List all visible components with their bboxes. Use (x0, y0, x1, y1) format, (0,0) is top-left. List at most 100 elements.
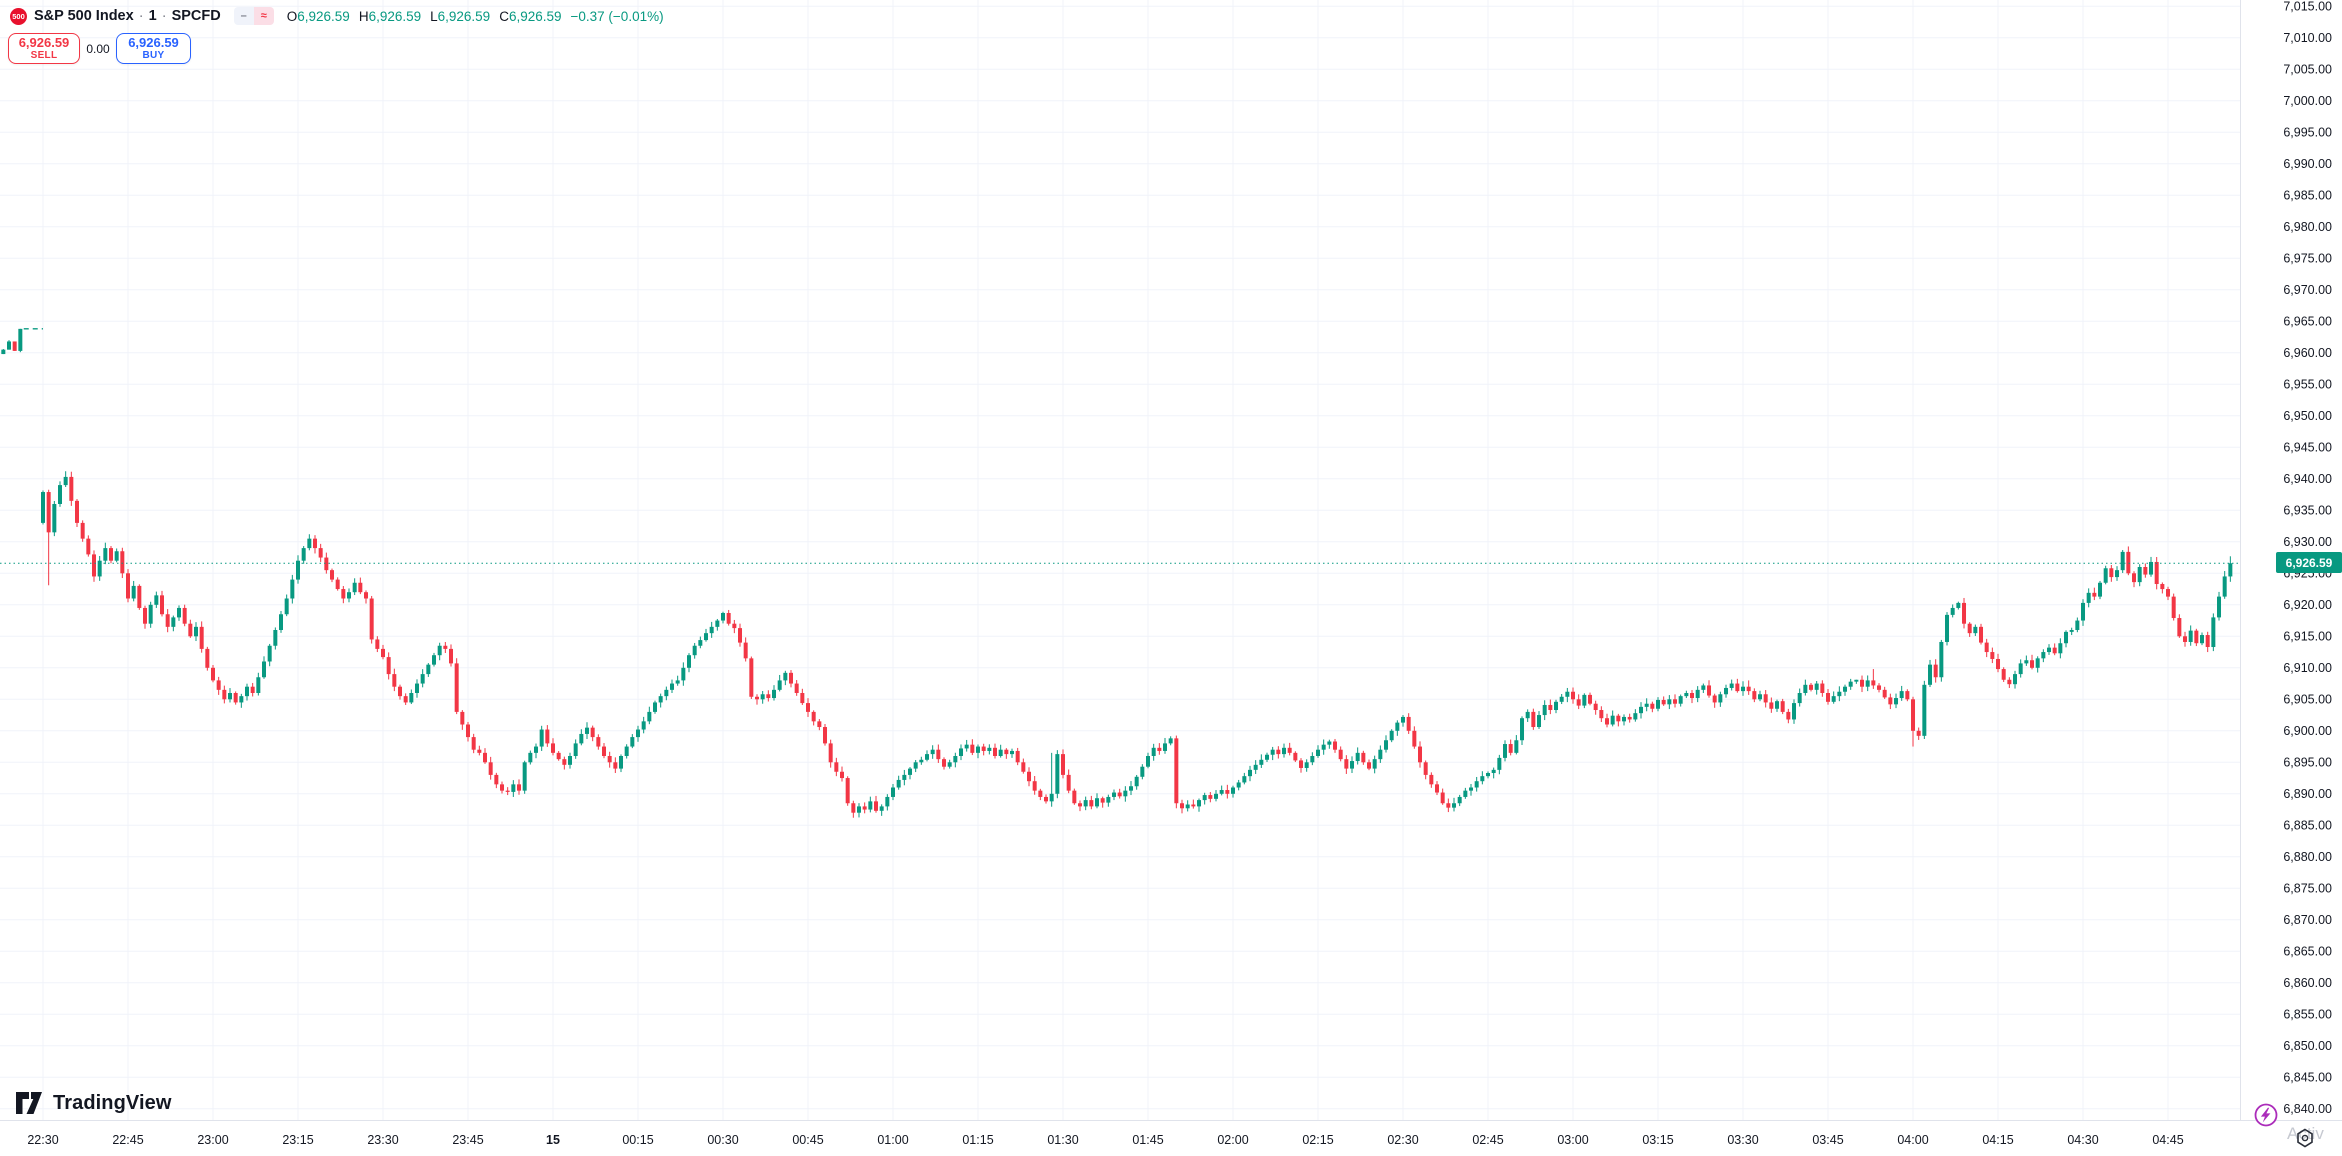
candle-body (114, 551, 119, 561)
candle-body (562, 759, 567, 765)
symbol-title[interactable]: S&P 500 Index · 1 · SPCFD (34, 8, 221, 24)
candle-body (1004, 749, 1009, 755)
price-axis-label: 6,875.00 (2283, 882, 2332, 896)
candle-body (919, 759, 924, 763)
candle-body (1769, 702, 1774, 709)
price-axis-label: 6,935.00 (2283, 504, 2332, 518)
candle-body (432, 655, 437, 665)
candle-body (1208, 795, 1213, 799)
candle-body (1015, 750, 1020, 763)
candle-body (976, 746, 981, 753)
candle-body (1486, 773, 1491, 777)
candle-body (913, 762, 918, 769)
candle-body (953, 756, 958, 763)
candle-body (1826, 693, 1831, 702)
candle-body (1803, 684, 1808, 693)
candle-body (2058, 643, 2063, 654)
candle-body (794, 683, 799, 693)
candle-body (1593, 703, 1598, 711)
candle-body (1446, 803, 1451, 808)
candle-body (1984, 642, 1989, 653)
candle-body (936, 749, 941, 760)
price-axis-label: 7,010.00 (2283, 31, 2332, 45)
candle-body (743, 642, 748, 659)
dash-chip-icon[interactable]: – (233, 7, 254, 25)
candle-body (250, 686, 255, 693)
candle-body (1480, 776, 1485, 782)
candle-body (1729, 683, 1734, 688)
ohlc-readout: O6,926.59 H6,926.59 L6,926.59 C6,926.59 … (287, 9, 664, 24)
candle-body (1435, 784, 1440, 793)
price-axis-label: 6,865.00 (2283, 945, 2332, 959)
candle-body (2047, 647, 2052, 653)
candle-body (1979, 626, 1984, 643)
candle-body (1610, 715, 1615, 725)
candle-body (1797, 693, 1802, 704)
candle-body (551, 743, 556, 753)
price-axis-label: 6,995.00 (2283, 126, 2332, 140)
sell-button[interactable]: 6,926.59 SELL (8, 33, 80, 64)
candle-body (675, 680, 680, 684)
candle-body (471, 737, 476, 750)
candle-body (1378, 749, 1383, 760)
candle-body (1542, 704, 1547, 716)
candle-body (1514, 740, 1519, 753)
candle-body (1899, 691, 1904, 699)
indicator-toggle-pill[interactable]: – ≈ (233, 7, 274, 25)
time-axis-label: 22:30 (27, 1133, 58, 1147)
candle-body (216, 680, 221, 690)
change-value: −0.37 (−0.01%) (570, 8, 664, 24)
candle-body (477, 749, 482, 753)
candle-body (1661, 699, 1666, 705)
candle-body (194, 626, 199, 637)
buy-button[interactable]: 6,926.59 BUY (116, 33, 191, 64)
wave-chip-icon[interactable]: ≈ (253, 7, 274, 25)
price-axis-label: 6,880.00 (2283, 850, 2332, 864)
candle-body (942, 759, 947, 767)
candle-body (97, 560, 102, 577)
candle-body (1497, 757, 1502, 770)
price-axis-label: 6,910.00 (2283, 661, 2332, 675)
candle-body (874, 801, 879, 811)
candle-body (69, 476, 74, 501)
time-axis-label: 03:00 (1557, 1133, 1588, 1147)
candle-body (2154, 561, 2159, 585)
candle-body (732, 623, 737, 629)
time-axis-label: 01:15 (962, 1133, 993, 1147)
candle-body (998, 749, 1003, 756)
candle-body (522, 762, 527, 791)
candle-body (1792, 703, 1797, 720)
tradingview-watermark[interactable]: TradingView (14, 1090, 172, 1116)
time-axis[interactable]: 22:30 22:45 23:00 23:15 23:30 23:45 15 00:15 00:… (27, 1133, 2183, 1147)
candle-body (1231, 787, 1236, 794)
time-axis-label: 02:45 (1472, 1133, 1503, 1147)
candle-body (1599, 710, 1604, 719)
symbol-name: S&P 500 Index (34, 8, 134, 24)
candle-body (1191, 804, 1196, 807)
candle-body (545, 729, 550, 744)
candle-body (2160, 584, 2165, 590)
price-axis[interactable]: 7,015.00 7,010.00 7,005.00 7,000.00 6,995.00… (2283, 0, 2332, 1116)
candle-body (1406, 716, 1411, 731)
candle-body (1157, 747, 1162, 751)
candle-body (165, 614, 170, 627)
candle-body (1865, 680, 1870, 687)
candle-body (2132, 573, 2137, 583)
candle-body (1622, 716, 1627, 722)
candle-wick (1051, 752, 1053, 807)
candle-body (534, 746, 539, 753)
candle-body (6, 341, 11, 350)
candle-body (449, 648, 454, 664)
candle-body (1457, 796, 1462, 804)
candle-body (1129, 786, 1134, 791)
candle-body (1134, 776, 1139, 787)
candle-body (1106, 796, 1111, 803)
candle-body (1095, 798, 1100, 807)
candle-body (1537, 715, 1542, 728)
candle-body (930, 749, 935, 755)
candle-body (120, 551, 125, 574)
tradingview-brand-text: TradingView (53, 1091, 172, 1114)
instant-order-button[interactable] (2252, 1101, 2280, 1129)
candle-body (630, 737, 635, 747)
